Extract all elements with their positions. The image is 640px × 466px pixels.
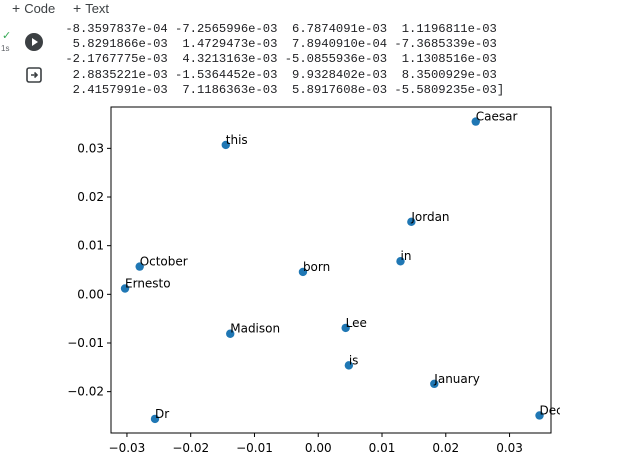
x-tick-label: 0.02 [432, 441, 459, 455]
x-tick-label: 0.00 [305, 441, 332, 455]
x-tick-label: −0.02 [172, 441, 209, 455]
matrix-output-line: 2.8835221e-03 -1.5364452e-03 9.9328402e-… [58, 67, 497, 82]
scatter-point [407, 217, 416, 227]
add-text-button[interactable]: + Text [73, 0, 109, 16]
plus-icon: + [12, 0, 21, 16]
scatter-point [430, 379, 439, 389]
scatter-point [535, 411, 544, 420]
plus-icon: + [73, 0, 82, 16]
x-tick-label: −0.01 [236, 441, 273, 455]
scatter-point [135, 262, 144, 271]
y-tick-label: 0.01 [77, 239, 104, 253]
scatter-point [226, 329, 235, 338]
scatter-point [221, 140, 230, 150]
x-tick-label: 0.01 [369, 441, 396, 455]
point-label: December [540, 403, 560, 417]
plot-frame [110, 106, 552, 434]
scatter-point [341, 323, 350, 333]
point-label: October [140, 255, 188, 269]
matrix-output-line: 2.4157991e-03 7.1186363e-03 5.8917608e-0… [58, 82, 505, 97]
matrix-output-line: 5.8291866e-03 1.4729473e-03 7.8940910e-0… [58, 37, 497, 52]
y-tick-label: 0.00 [77, 287, 104, 301]
scatter-chart: −0.03 −0.02 −0.01 0.00 0.01 0.02 0.03 −0.02 −0.0… [67, 106, 560, 455]
point-label: Caesar [476, 110, 518, 124]
scatter-point [298, 267, 308, 277]
add-code-button[interactable]: + Code [12, 0, 55, 16]
matrix-output-line: -2.1767775e-03 4.3213163e-03 -5.0855936e… [58, 52, 497, 67]
point-label: Dr [155, 407, 169, 421]
add-code-label: Code [24, 1, 56, 16]
point-label: January [433, 372, 480, 386]
point-label: Lee [346, 316, 367, 330]
run-cell-button[interactable] [25, 33, 43, 51]
output-actions-icon[interactable] [25, 66, 43, 84]
y-tick-label: −0.01 [67, 336, 104, 350]
checkmark-icon: ✓ [2, 30, 12, 42]
point-label: born [303, 260, 330, 274]
matrix-output-line: -8.3597837e-04 -7.2565996e-03 6.7874091e… [58, 22, 497, 36]
x-tick-label: −0.03 [109, 441, 146, 455]
scatter-point [120, 284, 130, 293]
point-label: Ernesto [125, 276, 171, 290]
scatter-point [150, 414, 160, 424]
y-tick-label: −0.02 [67, 385, 104, 399]
cell-output: -8.3597837e-04 -7.2565996e-03 6.7874091e… [58, 22, 638, 98]
x-tick-label: 0.03 [496, 441, 523, 455]
point-label: is [349, 353, 359, 367]
y-tick-label: 0.03 [77, 141, 104, 155]
notebook-toolbar: + Code + Text [0, 0, 640, 18]
point-label: Madison [230, 322, 280, 336]
scatter-point [344, 361, 354, 370]
point-label: Jordan [410, 210, 449, 224]
point-label: this [226, 133, 248, 147]
execution-time: 1s [1, 44, 10, 53]
point-label: in [401, 249, 412, 263]
scatter-point [471, 117, 480, 126]
y-tick-label: 0.02 [77, 190, 104, 204]
scatter-point [396, 257, 405, 266]
add-text-label: Text [85, 1, 110, 16]
